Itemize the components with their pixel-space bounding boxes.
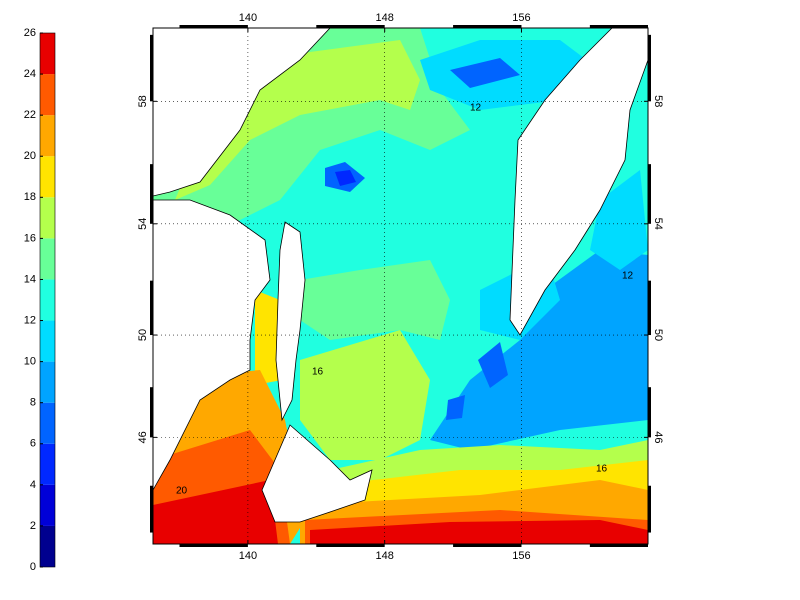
frame-segment	[179, 544, 248, 547]
colorbar-tick-label: 4	[30, 479, 36, 491]
colorbar-band	[40, 156, 55, 198]
colorbar-tick-label: 2	[30, 520, 36, 532]
contour-label: 12	[622, 271, 634, 282]
colorbar-band	[40, 361, 55, 403]
colorbar-band	[40, 279, 55, 321]
frame-segment	[589, 25, 648, 28]
colorbar-tick-label: 26	[24, 27, 36, 39]
colorbar-tick-label: 20	[24, 150, 36, 162]
contour-label: 16	[596, 464, 608, 475]
colorbar-band	[40, 484, 55, 526]
colorbar-band	[40, 525, 55, 567]
colorbar-tick-label: 0	[30, 561, 36, 573]
colorbar-band	[40, 115, 55, 157]
colorbar-tick-label: 14	[24, 273, 36, 285]
frame-ticks: 140 140 148 148 156 156 46 46 50 50 54 54 58 58	[137, 12, 664, 562]
frame-segment	[589, 544, 648, 547]
colorbar-band	[40, 238, 55, 280]
temperature-field	[153, 28, 648, 544]
lat-tick-label: 50	[652, 329, 664, 341]
lat-tick-label: 46	[137, 431, 149, 443]
colorbar-frame	[39, 32, 56, 568]
frame-segment	[150, 164, 153, 224]
lat-tick-label: 54	[652, 218, 664, 230]
colorbar-band	[40, 402, 55, 444]
lon-tick-label: 140	[239, 12, 257, 24]
colorbar-band	[40, 443, 55, 485]
lon-tick-label: 148	[376, 550, 394, 562]
frame-segment	[648, 485, 651, 533]
frame-segment	[150, 485, 153, 533]
frame-segment	[453, 25, 522, 28]
lon-tick-label: 156	[512, 12, 530, 24]
frame-segment	[150, 34, 153, 102]
colorbar-tick-label: 8	[30, 397, 36, 409]
lon-tick-label: 140	[239, 550, 257, 562]
frame-segment	[648, 164, 651, 224]
contour-label: 20	[176, 486, 188, 497]
contour-label: 16	[312, 367, 324, 378]
colorbar-tick-label: 22	[24, 109, 36, 121]
colorbar-band	[40, 320, 55, 362]
colorbar-band	[40, 74, 55, 116]
frame-segment	[150, 387, 153, 438]
colorbar-tick-label: 16	[24, 232, 36, 244]
colorbar-band	[40, 33, 55, 75]
colorbar-tick-label: 6	[30, 438, 36, 450]
frame-segment	[150, 280, 153, 336]
contour-label: 12	[470, 103, 482, 114]
colorbar-tick-label: 12	[24, 314, 36, 326]
colorbar-band	[40, 197, 55, 239]
frame-segment	[648, 34, 651, 102]
lon-tick-label: 148	[376, 12, 394, 24]
lat-tick-label: 54	[137, 218, 149, 230]
colorbar-tick-label: 10	[24, 356, 36, 368]
lat-tick-label: 50	[137, 329, 149, 341]
frame-segment	[648, 387, 651, 438]
frame-segment	[453, 544, 522, 547]
lat-tick-label: 46	[652, 431, 664, 443]
lat-tick-label: 58	[137, 95, 149, 107]
colorbar-tick-label: 18	[24, 191, 36, 203]
lon-tick-label: 156	[512, 550, 530, 562]
colorbar-tick-label: 24	[24, 68, 36, 80]
frame-segment	[648, 280, 651, 336]
graticule	[153, 28, 648, 544]
lat-tick-label: 58	[652, 95, 664, 107]
frame-segment	[316, 544, 385, 547]
frame-segment	[316, 25, 385, 28]
frame-segment	[179, 25, 248, 28]
